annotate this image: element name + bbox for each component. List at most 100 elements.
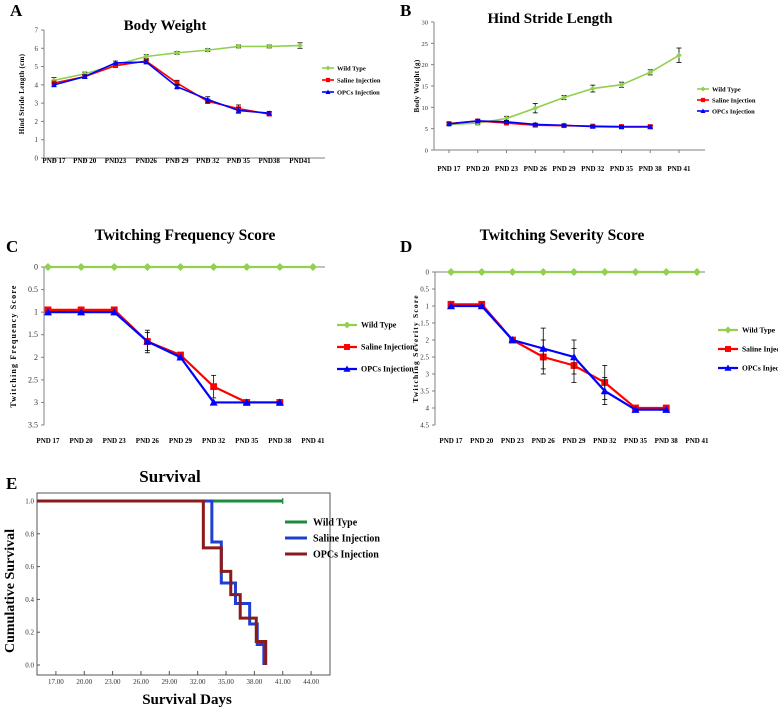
legend-label: Saline Injection [313, 534, 380, 545]
series-line [451, 304, 667, 411]
x-tick-label: PND 23 [495, 165, 519, 173]
x-tick-label: 32.00 [190, 678, 206, 686]
data-point [44, 263, 52, 271]
data-point [275, 398, 284, 406]
y-tick-label: 3.5 [28, 421, 38, 430]
data-point [662, 405, 671, 413]
data-point [600, 268, 609, 276]
data-point [242, 263, 251, 271]
survival-curve-surv_saline [37, 499, 266, 665]
y-tick-label: 0.6 [25, 563, 34, 571]
x-tick-label: PND 32 [581, 165, 605, 173]
y-tick-label: 3.5 [420, 388, 429, 396]
data-point [266, 110, 273, 116]
y-tick-label: 2.5 [28, 375, 38, 384]
x-tick-label: PND 38 [655, 437, 679, 445]
y-tick-label: 0.4 [25, 596, 34, 604]
y-tick-label: 1 [34, 308, 38, 317]
y-tick-label: 5 [425, 126, 428, 133]
legend-label: Wild Type [742, 326, 776, 335]
legend-marker [724, 326, 732, 334]
x-tick-label: PND 29 [552, 165, 576, 173]
data-point [600, 387, 609, 395]
plot-frame [36, 492, 331, 676]
data-point [631, 405, 640, 413]
y-tick-label: 1 [35, 136, 39, 144]
legend-marker [724, 364, 732, 371]
x-tick-label: PND 17 [437, 165, 461, 173]
legend-marker [700, 97, 706, 103]
x-tick-label: PND 41 [301, 437, 325, 445]
data-point [503, 115, 510, 122]
y-tick-label: 15 [422, 84, 429, 91]
x-tick-label: PND 20 [73, 157, 97, 165]
y-tick-label: 7 [35, 27, 39, 35]
data-point [570, 268, 578, 276]
data-point [647, 124, 654, 130]
panel-label: C [6, 237, 18, 256]
x-tick-label: 29.00 [161, 678, 177, 686]
legend-label: Wild Type [337, 66, 366, 73]
y-axis-label: Cumulative Survival [3, 529, 18, 653]
y-tick-label: 0.0 [25, 662, 34, 670]
data-point [532, 121, 539, 127]
x-tick-label: PND 26 [524, 165, 548, 173]
chart-panel-B: B Hind Stride Length 0 5 10 15 20 25 30 PND 17 PND… [400, 1, 756, 173]
legend-marker [344, 344, 350, 350]
y-tick-label: 2 [34, 353, 38, 362]
chart-title: Twitching Frequency Score [95, 227, 276, 244]
data-point [561, 94, 567, 101]
data-point [618, 124, 625, 130]
x-tick-label: PND 35 [227, 157, 251, 165]
x-tick-label: PND 29 [165, 157, 189, 165]
data-point [209, 398, 218, 406]
data-point [539, 268, 548, 276]
y-tick-label: 4 [426, 405, 430, 413]
data-point [204, 47, 211, 53]
data-point [113, 63, 118, 69]
y-tick-label: 1.0 [25, 498, 34, 506]
data-point [631, 268, 640, 276]
chart-title: Twitching Severity Score [480, 227, 645, 244]
x-tick-label: PND 20 [470, 437, 494, 445]
data-point [618, 81, 625, 88]
x-tick-label: PND41 [289, 157, 311, 165]
x-tick-label: 20.00 [76, 678, 92, 686]
panel-label: E [6, 474, 17, 493]
data-point [51, 77, 57, 84]
legend-marker [343, 365, 351, 372]
series-wild_type [44, 263, 317, 271]
legend-label: Wild Type [361, 321, 397, 330]
series-opcs [446, 118, 654, 130]
y-tick-label: 4.5 [420, 422, 429, 430]
x-tick-label: PND38 [259, 157, 281, 165]
chart-title: Hind Stride Length [487, 11, 613, 27]
y-tick-label: 25 [422, 41, 429, 48]
chart-panel-E: E Survival 0.0 0.2 0.4 0.6 0.8 1.0 17.00 20.00 23.… [3, 467, 380, 708]
data-point [176, 353, 185, 361]
x-tick-label: PND 41 [667, 165, 691, 173]
data-point [204, 96, 211, 102]
data-point [112, 60, 119, 66]
series-line [53, 61, 270, 114]
series-line [451, 303, 667, 410]
legend-label: OPCs Injection [742, 364, 778, 373]
data-point [570, 353, 578, 361]
data-point [266, 43, 273, 50]
y-axis-label: Body Weight (g) [413, 59, 421, 112]
data-point [447, 268, 455, 276]
data-point [474, 118, 481, 124]
data-point [174, 50, 180, 56]
legend-marker [725, 346, 731, 352]
series-wild_type [447, 268, 701, 276]
legend-label: OPCs Injection [712, 109, 755, 116]
series-line [448, 120, 651, 128]
y-tick-label: 3 [34, 398, 38, 407]
chart-panel-A: A Body Weight 0 1 2 3 4 5 6 7 PND 17 PND 20 PND23 PND… [10, 1, 381, 165]
x-tick-label: 26.00 [133, 678, 149, 686]
y-tick-label: 2.5 [420, 354, 429, 362]
data-point [589, 123, 596, 129]
x-axis-label: Survival Days [142, 692, 232, 708]
series-line [48, 311, 280, 404]
legend-label: Saline Injection [742, 345, 778, 354]
